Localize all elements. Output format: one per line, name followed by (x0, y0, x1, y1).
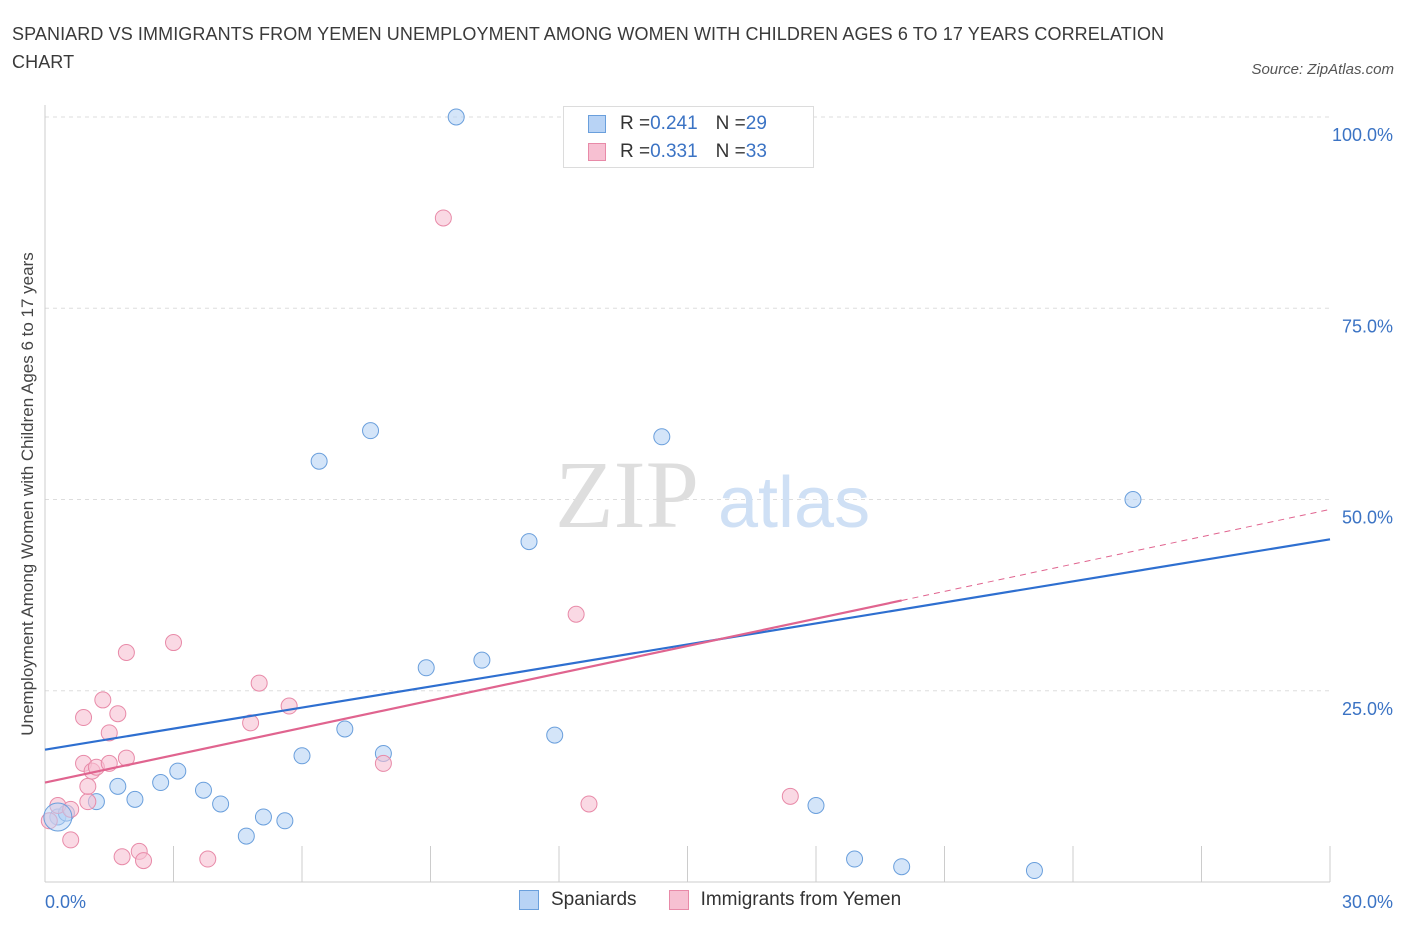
y-tick-label: 100.0% (1332, 125, 1393, 145)
yemen-point (94, 691, 112, 709)
y-tick-label: 25.0% (1342, 699, 1393, 719)
spaniards-point (417, 659, 435, 677)
spaniards-point (212, 795, 230, 813)
spaniards-trend-line (44, 538, 1331, 751)
legend-r-label: R = (620, 141, 651, 162)
spaniards-point (846, 850, 864, 868)
spaniards-point (362, 422, 380, 440)
yemen-point (117, 644, 135, 661)
y-tick-label: 75.0% (1342, 316, 1393, 336)
legend-label-yemen: Immigrants from Yemen (700, 889, 902, 910)
legend-n-value: 29 (745, 113, 767, 134)
legend-row-yemen: R = 0.331 N = 33 (588, 141, 767, 163)
yemen-point (135, 852, 153, 870)
yemen-point (100, 724, 118, 742)
yemen-legend-swatch (668, 890, 689, 910)
spaniards-point (473, 651, 491, 669)
legend-item-spaniards: Spaniards (519, 889, 637, 911)
spaniards-point (546, 726, 564, 744)
legend-n-value: 33 (745, 141, 767, 162)
chart-title: SPANIARD VS IMMIGRANTS FROM YEMEN UNEMPL… (12, 24, 1165, 72)
correlation-legend: R = 0.241 N = 29 R = 0.331 N = 33 (563, 106, 814, 168)
spaniards-point (1124, 491, 1142, 508)
spaniards-point (194, 781, 212, 799)
yemen-point (781, 787, 799, 805)
x-tick-label: 30.0% (1342, 892, 1393, 912)
yemen-point (567, 605, 585, 623)
watermark-atlas: atlas (718, 463, 870, 543)
yemen-point (79, 793, 97, 811)
yemen-point (62, 831, 80, 849)
legend-n-label: N = (715, 141, 746, 162)
x-tick-label: 0.0% (45, 892, 86, 912)
yemen-trend-extension (901, 508, 1331, 601)
legend-item-yemen: Immigrants from Yemen (668, 889, 902, 911)
spaniards-point (520, 533, 538, 551)
spaniards-point (893, 858, 911, 876)
yemen-point (199, 850, 217, 868)
spaniards-swatch (588, 115, 606, 133)
legend-n-label: N = (715, 113, 746, 134)
yemen-point (75, 709, 93, 727)
spaniards-point (1025, 862, 1043, 880)
spaniards-point (276, 812, 294, 830)
spaniards-point (336, 720, 354, 738)
yemen-point (113, 848, 131, 866)
series-legend: Spaniards Immigrants from Yemen (519, 889, 933, 911)
legend-r-value: 0.331 (650, 141, 698, 162)
legend-label-spaniards: Spaniards (551, 889, 637, 910)
yemen-point (165, 634, 182, 652)
yemen-point (250, 674, 268, 692)
spaniards-point (109, 777, 127, 795)
legend-r-label: R = (620, 113, 651, 134)
yemen-point (580, 795, 598, 813)
y-tick-label: 50.0% (1342, 508, 1393, 528)
spaniards-point (293, 747, 311, 765)
yemen-point (242, 714, 260, 732)
spaniards-legend-swatch (519, 890, 539, 910)
spaniards-point (447, 108, 465, 126)
yemen-point (79, 777, 97, 795)
legend-r-value: 0.241 (650, 113, 698, 134)
spaniards-point (152, 774, 170, 792)
yemen-point (374, 754, 392, 772)
spaniards-point (310, 452, 328, 470)
spaniards-point (254, 808, 272, 826)
spaniards-point (126, 790, 144, 808)
yemen-point (434, 209, 452, 227)
yemen-trend-line (44, 599, 902, 784)
watermark-zip: ZIP (555, 441, 699, 548)
spaniards-point (169, 762, 187, 780)
legend-row-spaniards: R = 0.241 N = 29 (588, 113, 767, 135)
yemen-swatch (588, 143, 606, 161)
source-label: Source: ZipAtlas.com (1251, 61, 1394, 78)
yemen-point (109, 705, 127, 723)
spaniards-point (807, 797, 825, 814)
spaniards-point (653, 428, 671, 446)
spaniards-point (43, 802, 73, 832)
spaniards-point (237, 827, 255, 845)
